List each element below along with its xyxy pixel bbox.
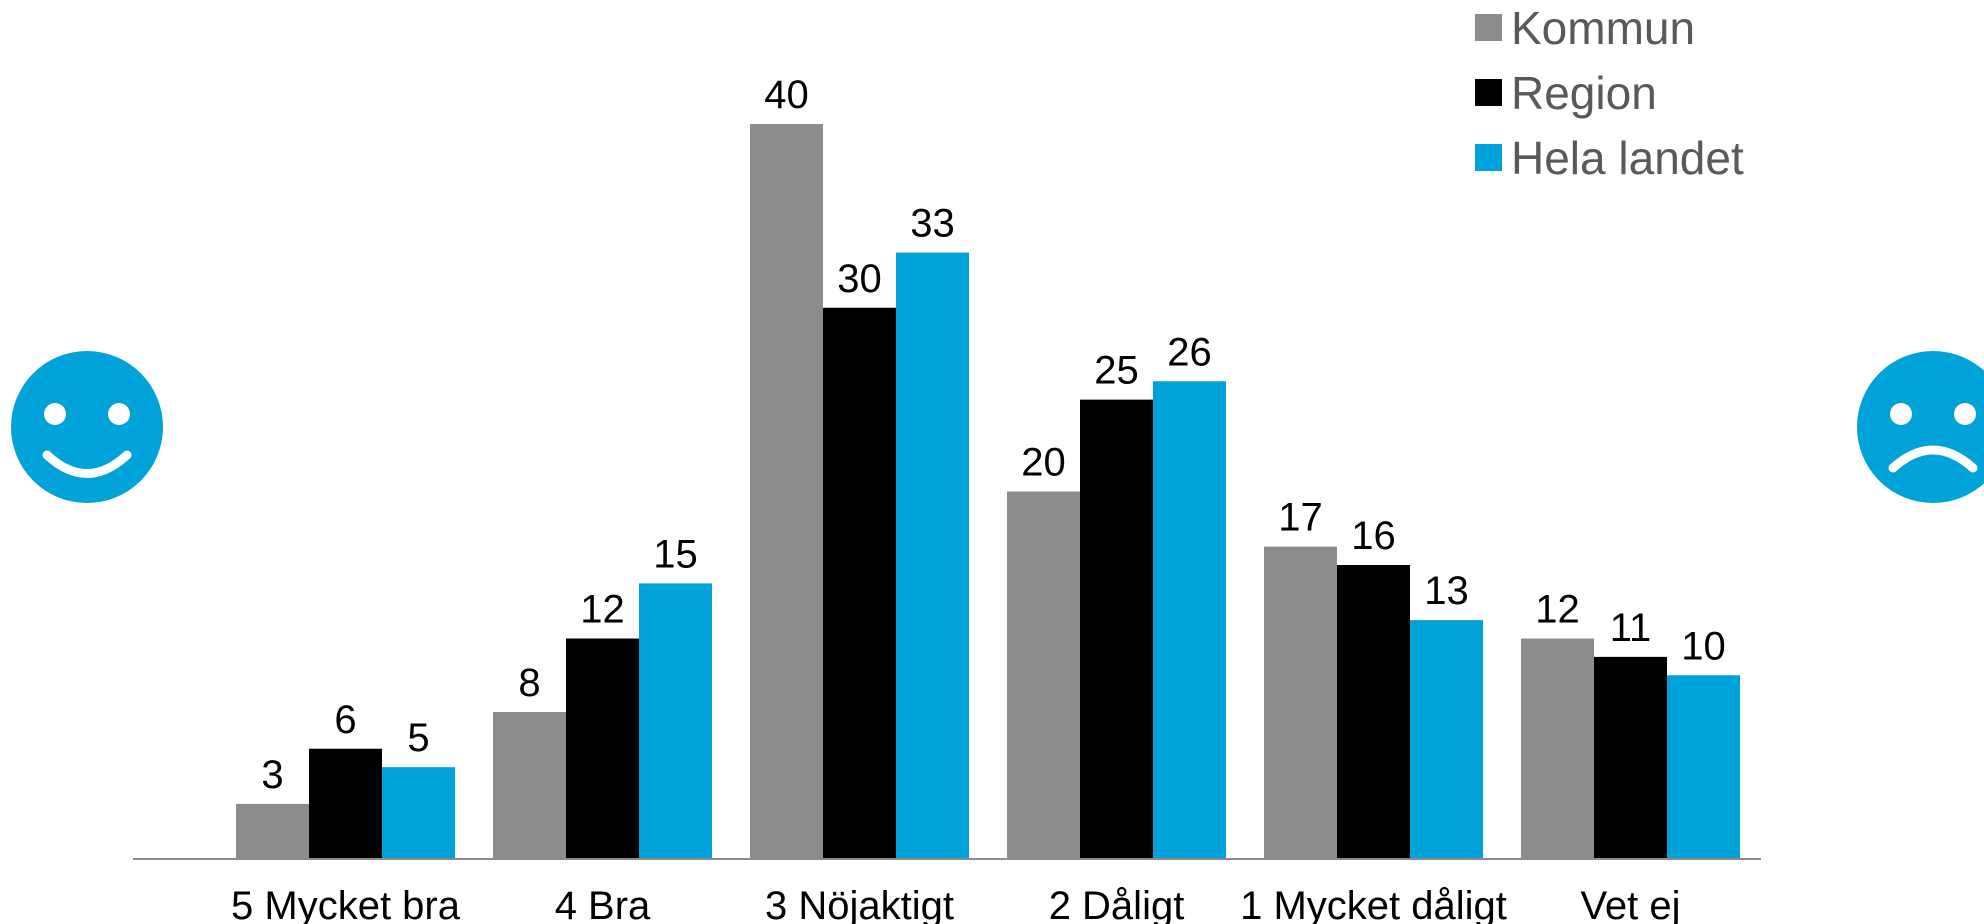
category-labels-layer: 5 Mycket bra 4 Bra 3 Nöjaktigt 2 Dåligt 1 My… xyxy=(231,884,1681,924)
category-label: 5 Mycket bra xyxy=(231,884,461,924)
bar-hela-landet-3 xyxy=(1153,381,1226,859)
data-label: 25 xyxy=(1094,349,1139,393)
data-label: 6 xyxy=(334,698,356,742)
bar-kommun-3 xyxy=(1007,491,1080,859)
legend-label: Kommun xyxy=(1511,2,1695,54)
data-label: 12 xyxy=(1535,588,1580,632)
category-label: Vet ej xyxy=(1580,884,1680,924)
legend-swatch xyxy=(1475,79,1502,106)
data-label: 10 xyxy=(1681,624,1726,668)
bar-hela-landet-2 xyxy=(896,252,969,859)
bar-region-5 xyxy=(1594,656,1667,859)
bar-kommun-0 xyxy=(236,803,309,859)
data-label: 13 xyxy=(1424,569,1469,613)
bar-kommun-4 xyxy=(1264,546,1337,859)
bar-kommun-1 xyxy=(493,712,566,859)
legend-swatch xyxy=(1475,144,1502,171)
legend: Kommun Region Hela landet xyxy=(1475,2,1744,184)
category-label: 3 Nöjaktigt xyxy=(765,884,954,924)
data-label: 3 xyxy=(261,753,283,797)
bar-kommun-5 xyxy=(1521,638,1594,859)
data-label: 15 xyxy=(653,532,698,576)
bars-layer xyxy=(236,124,1740,859)
data-label: 40 xyxy=(764,73,809,117)
category-label: 1 Mycket dåligt xyxy=(1240,884,1507,924)
bar-hela-landet-0 xyxy=(382,767,455,859)
data-label: 12 xyxy=(580,588,625,632)
sad-face-icon xyxy=(1857,351,1984,503)
data-label: 30 xyxy=(837,257,882,301)
bar-hela-landet-5 xyxy=(1667,675,1740,859)
bar-region-2 xyxy=(823,307,896,859)
data-label: 5 xyxy=(407,716,429,760)
data-label: 11 xyxy=(1610,606,1652,650)
legend-swatch xyxy=(1475,14,1502,41)
bar-region-1 xyxy=(566,638,639,859)
data-label: 20 xyxy=(1021,441,1066,485)
category-label: 4 Bra xyxy=(555,884,651,924)
bar-hela-landet-1 xyxy=(639,583,712,859)
bar-region-4 xyxy=(1337,565,1410,859)
category-label: 2 Dåligt xyxy=(1049,884,1185,924)
bar-region-3 xyxy=(1080,399,1153,859)
legend-label: Region xyxy=(1511,67,1657,119)
happy-face-icon xyxy=(11,351,163,503)
data-label: 26 xyxy=(1167,330,1212,374)
data-label: 33 xyxy=(910,202,955,246)
data-labels-layer: 3 6 5 8 12 15 40 30 33 20 25 26 17 16 13 12 11 10 xyxy=(261,73,1725,797)
bar-region-0 xyxy=(309,748,382,859)
data-label: 17 xyxy=(1278,496,1323,540)
bar-kommun-2 xyxy=(750,124,823,859)
legend-label: Hela landet xyxy=(1511,132,1744,184)
data-label: 8 xyxy=(518,661,540,705)
bar-hela-landet-4 xyxy=(1410,620,1483,859)
data-label: 16 xyxy=(1351,514,1396,558)
